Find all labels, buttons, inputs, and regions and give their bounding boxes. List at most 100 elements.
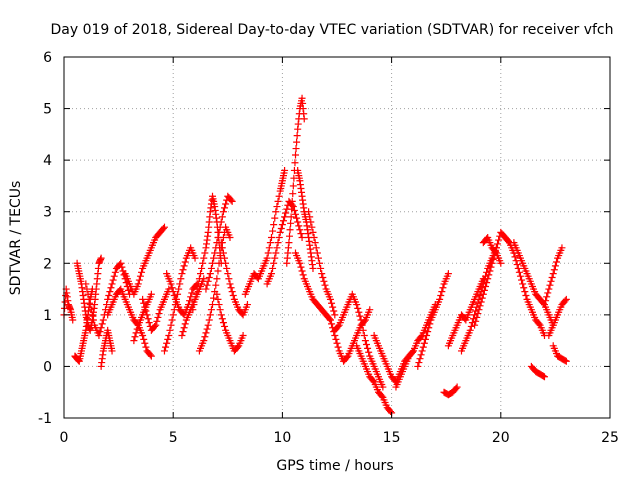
data-point [378, 392, 386, 400]
data-point [330, 307, 338, 315]
data-point [106, 288, 114, 296]
data-point [292, 151, 300, 159]
data-point [227, 284, 235, 292]
data-point [197, 270, 204, 278]
data-point [513, 261, 521, 269]
data-point [141, 339, 149, 347]
data-point [163, 339, 171, 347]
data-point [147, 352, 155, 360]
data-point [174, 290, 182, 298]
data-point [212, 281, 220, 289]
x-tick-label: 10 [273, 430, 291, 446]
data-point [421, 335, 429, 343]
data-point [355, 308, 363, 316]
data-point [215, 259, 223, 267]
data-point [295, 222, 303, 230]
data-point [299, 271, 307, 279]
data-point [472, 317, 480, 325]
data-point [488, 259, 496, 267]
data-point [266, 239, 274, 247]
data-point [320, 277, 328, 285]
data-point [97, 254, 105, 262]
data-point [545, 285, 553, 293]
y-tick-label: 6 [43, 50, 52, 66]
data-point [202, 329, 210, 337]
data-point [160, 347, 168, 355]
data-point [466, 326, 474, 334]
data-point [328, 299, 336, 307]
data-point [550, 266, 558, 274]
data-point [200, 337, 208, 345]
data-point [194, 280, 202, 288]
data-point [97, 324, 105, 332]
data-point [239, 331, 247, 339]
data-point [420, 339, 428, 347]
data-point [270, 259, 278, 267]
data-point [165, 285, 173, 293]
x-tick-label: 25 [601, 430, 619, 446]
data-point [482, 282, 490, 290]
data-point [203, 325, 211, 333]
data-point [544, 289, 552, 297]
data-point [225, 275, 233, 283]
y-tick-label: 4 [43, 153, 52, 169]
data-point [145, 319, 153, 327]
data-point [181, 258, 189, 266]
data-point [104, 295, 112, 303]
data-point [306, 213, 314, 221]
data-point [167, 280, 175, 288]
data-point [292, 145, 300, 153]
data-point [105, 292, 113, 300]
data-point [343, 353, 351, 361]
data-point [269, 227, 277, 235]
data-point [175, 285, 183, 293]
data-point [206, 270, 214, 278]
data-point [495, 236, 503, 244]
y-tick-label: 5 [43, 102, 52, 118]
data-point [326, 295, 334, 303]
data-point [416, 355, 424, 363]
data-point [285, 239, 293, 247]
data-point [309, 228, 317, 236]
data-point [328, 320, 336, 328]
data-point [195, 275, 203, 283]
data-point [192, 290, 200, 298]
data-point [325, 315, 333, 323]
data-point [310, 234, 318, 241]
data-point [87, 306, 95, 314]
data-point [540, 301, 548, 309]
data-point [453, 383, 461, 391]
data-point [271, 254, 279, 262]
data-point [294, 218, 302, 226]
data-point [477, 298, 485, 306]
data-point [218, 315, 226, 323]
data-point [209, 301, 217, 309]
data-point [139, 295, 147, 303]
data-point [318, 270, 326, 278]
data-point [199, 259, 207, 267]
data-point [86, 301, 94, 309]
data-point [281, 213, 289, 221]
data-point [203, 281, 211, 289]
data-point [278, 221, 286, 229]
data-point [333, 339, 341, 347]
data-point [478, 294, 486, 302]
data-point [83, 285, 91, 293]
data-point [189, 306, 197, 314]
data-point [204, 321, 212, 329]
data-point [134, 280, 142, 288]
data-point [543, 293, 551, 301]
data-point [417, 351, 425, 359]
data-point [180, 262, 188, 270]
data-point [217, 239, 225, 247]
data-point [272, 208, 280, 216]
data-point [176, 280, 184, 288]
data-point [169, 288, 177, 296]
data-point [226, 234, 234, 241]
data-point [210, 294, 218, 302]
data-point [151, 322, 159, 330]
data-point [519, 280, 527, 288]
data-point [198, 264, 206, 272]
data-point [265, 244, 273, 252]
data-point [188, 289, 196, 297]
